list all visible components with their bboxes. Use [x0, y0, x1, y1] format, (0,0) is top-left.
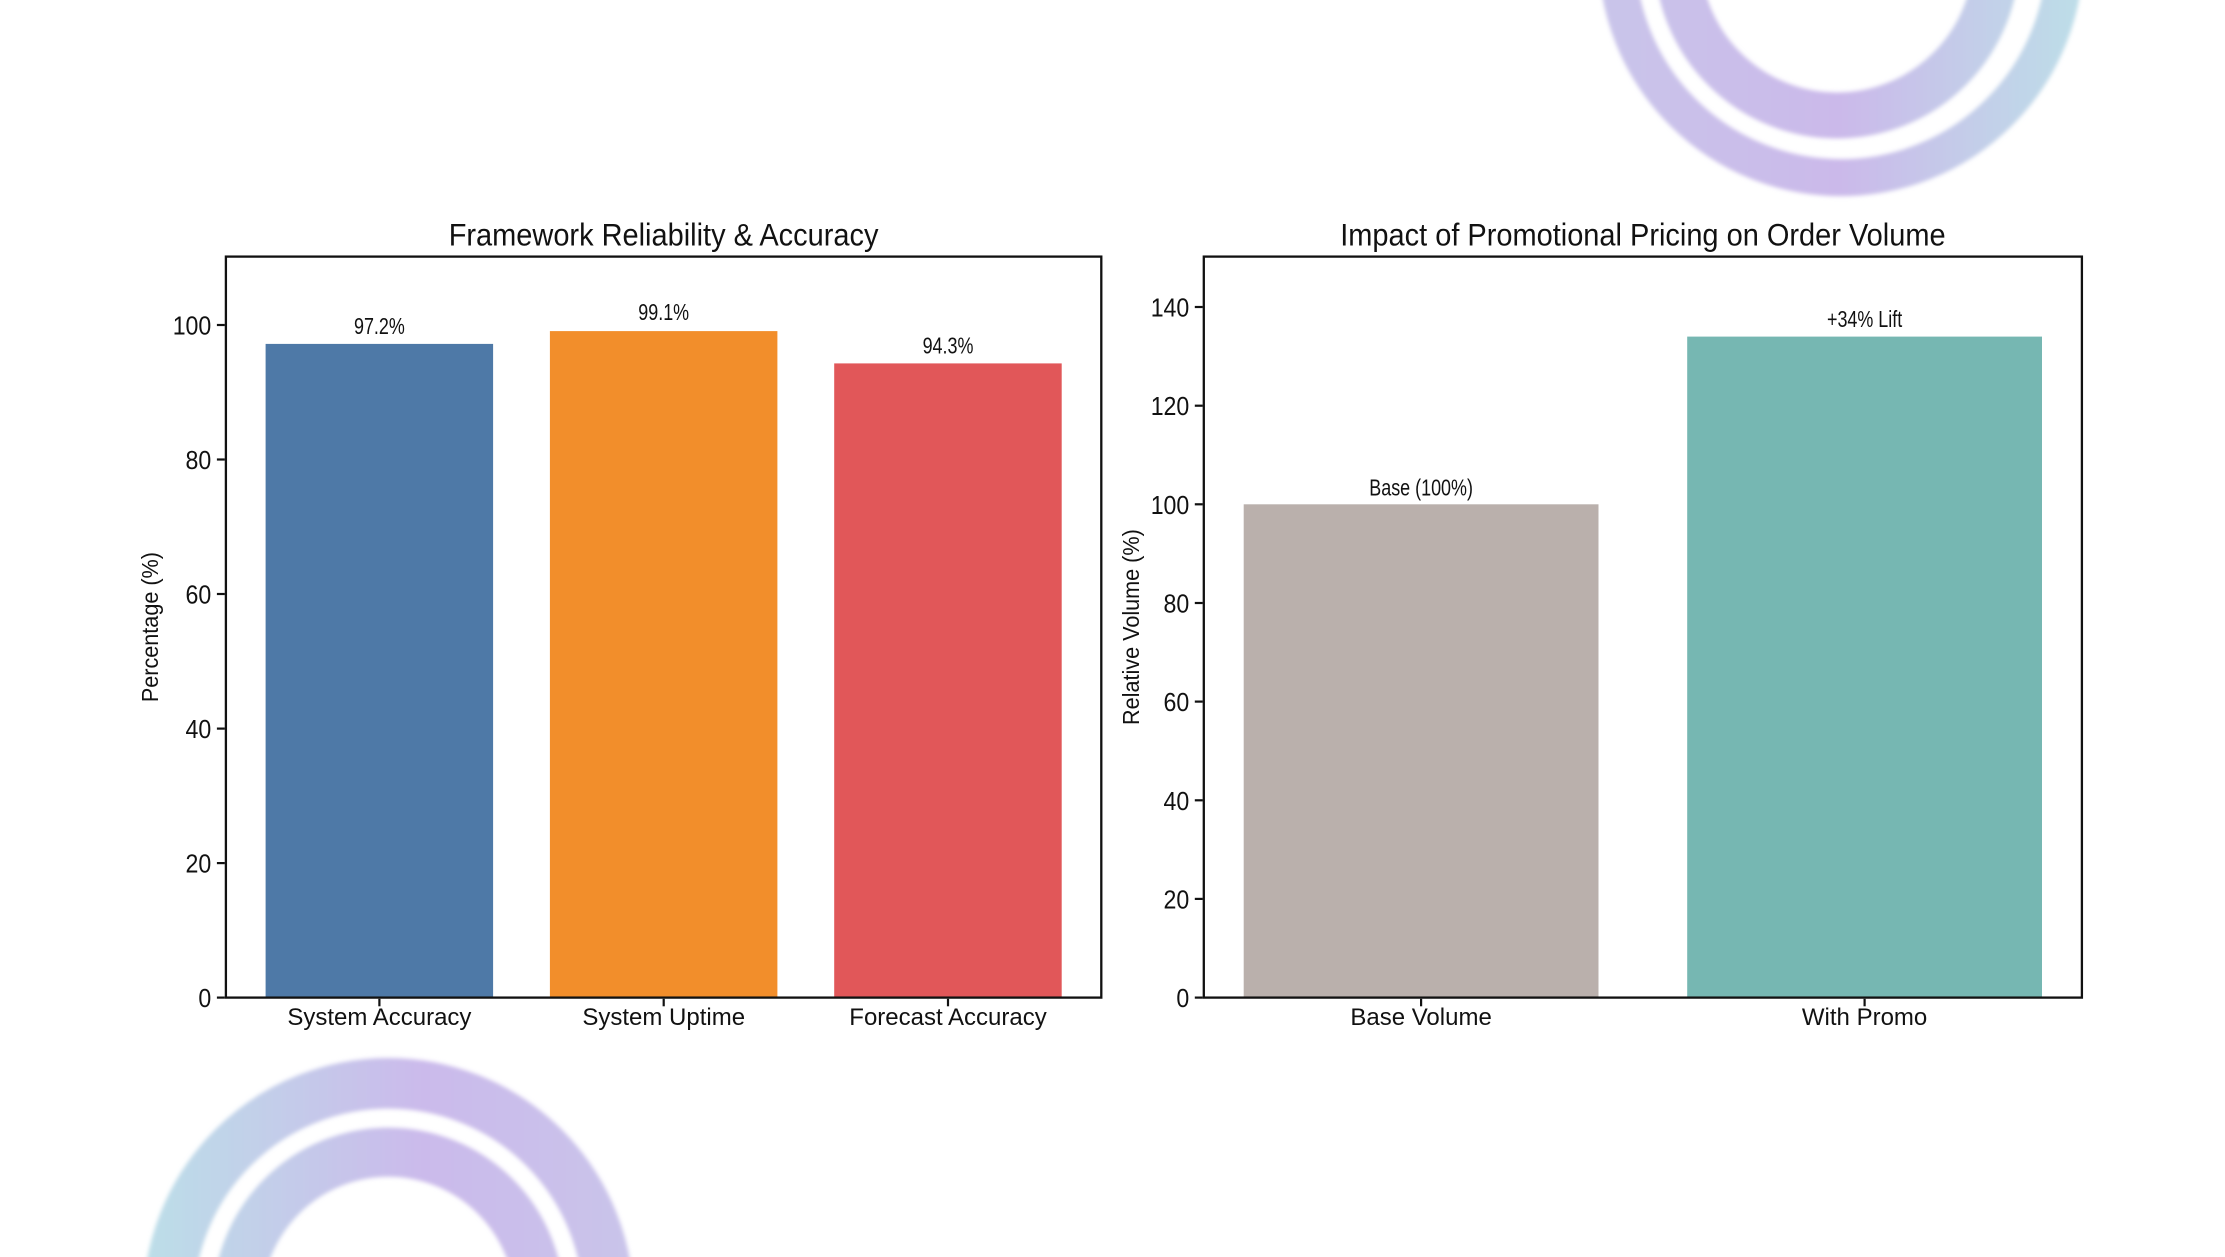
svg-text:0: 0: [198, 985, 211, 1014]
svg-text:99.1%: 99.1%: [638, 300, 689, 326]
svg-text:0: 0: [1176, 985, 1189, 1014]
svg-text:20: 20: [1164, 886, 1190, 915]
svg-text:20: 20: [186, 850, 212, 879]
svg-text:Base Volume: Base Volume: [1350, 1004, 1491, 1031]
svg-text:97.2%: 97.2%: [354, 314, 405, 340]
svg-text:40: 40: [1164, 788, 1190, 817]
svg-text:120: 120: [1151, 393, 1190, 422]
svg-text:100: 100: [173, 312, 212, 341]
svg-text:Forecast Accuracy: Forecast Accuracy: [849, 1004, 1046, 1031]
svg-text:140: 140: [1151, 294, 1190, 323]
svg-text:System Uptime: System Uptime: [582, 1004, 745, 1031]
svg-text:80: 80: [186, 447, 212, 476]
svg-text:Framework Reliability & Accura: Framework Reliability & Accuracy: [449, 218, 880, 252]
svg-text:Base (100%): Base (100%): [1369, 475, 1473, 501]
svg-text:60: 60: [186, 581, 212, 610]
svg-text:Relative Volume (%): Relative Volume (%): [1119, 529, 1145, 725]
svg-text:System Accuracy: System Accuracy: [287, 1004, 471, 1031]
svg-text:60: 60: [1164, 689, 1190, 718]
svg-text:94.3%: 94.3%: [923, 334, 974, 360]
svg-text:Percentage (%): Percentage (%): [137, 552, 163, 702]
svg-text:+34% Lift: +34% Lift: [1827, 307, 1902, 333]
svg-text:With Promo: With Promo: [1802, 1004, 1927, 1031]
svg-text:40: 40: [186, 716, 212, 745]
svg-text:Impact of Promotional Pricing: Impact of Promotional Pricing on Order V…: [1340, 218, 1945, 252]
svg-text:100: 100: [1151, 492, 1190, 521]
svg-text:80: 80: [1164, 590, 1190, 619]
